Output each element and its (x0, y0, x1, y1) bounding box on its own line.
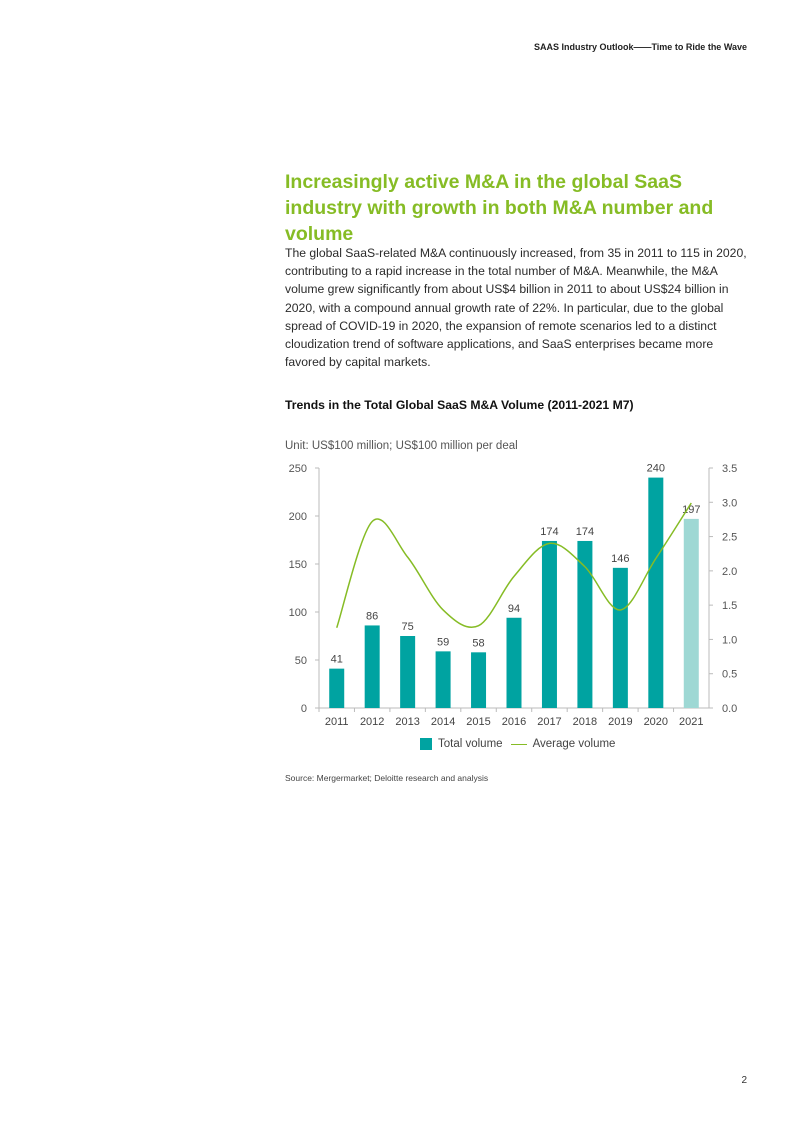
bar-data-label: 174 (540, 526, 558, 538)
x-tick-label: 2011 (325, 716, 349, 728)
bar-data-label: 197 (682, 504, 700, 516)
bar-data-label: 146 (611, 553, 629, 565)
bar (364, 625, 380, 708)
bar (541, 540, 557, 708)
section-body: The global SaaS-related M&A continuously… (285, 246, 747, 370)
right-tick-label: 2.0 (722, 566, 737, 578)
chart-legend: Total volume Average volume (420, 738, 623, 750)
x-tick-label: 2019 (608, 716, 632, 728)
section-title: Increasingly active M&A in the global Sa… (285, 171, 714, 245)
bar-data-label: 240 (647, 463, 665, 475)
bar-data-label: 59 (437, 636, 449, 648)
left-tick-label: 150 (289, 559, 307, 571)
bar-data-label: 58 (472, 637, 484, 649)
bar (471, 652, 487, 708)
x-tick-label: 2018 (573, 716, 597, 728)
right-tick-label: 3.5 (722, 463, 737, 475)
x-tick-label: 2021 (679, 716, 703, 728)
bar-data-label: 86 (366, 610, 378, 622)
bar (400, 636, 416, 708)
right-tick-label: 3.0 (722, 497, 737, 509)
legend-item-average-volume: Average volume (510, 738, 616, 750)
x-tick-label: 2017 (537, 716, 561, 728)
bar (648, 477, 664, 708)
page-number: 2 (741, 1075, 747, 1086)
bar (329, 668, 345, 708)
bar-data-label: 174 (576, 526, 594, 538)
left-tick-label: 0 (301, 703, 307, 715)
chart-title: Trends in the Total Global SaaS M&A Volu… (285, 398, 634, 412)
unit-label: Unit: US$100 million; US$100 million per… (285, 440, 518, 452)
x-tick-label: 2016 (502, 716, 526, 728)
legend-item-total-volume: Total volume (420, 738, 503, 750)
bar (577, 540, 593, 708)
running-header: SAAS Industry Outlook——Time to Ride the … (533, 42, 747, 52)
average-volume-line (336, 502, 692, 629)
right-tick-label: 1.0 (722, 634, 737, 646)
x-tick-label: 2013 (395, 716, 419, 728)
right-tick-label: 0.5 (722, 669, 737, 681)
left-tick-label: 100 (289, 607, 307, 619)
bar-data-label: 41 (331, 654, 343, 666)
legend-label-average-volume: Average volume (532, 738, 616, 750)
x-tick-label: 2012 (360, 716, 384, 728)
left-tick-label: 50 (295, 655, 307, 667)
source-note: Source: Mergermarket; Deloitte research … (285, 773, 489, 783)
legend-label-total-volume: Total volume (438, 738, 503, 750)
right-tick-label: 0.0 (722, 703, 737, 715)
bar (612, 567, 628, 708)
left-tick-label: 250 (289, 463, 307, 475)
right-tick-label: 2.5 (722, 532, 737, 544)
x-tick-label: 2014 (431, 716, 455, 728)
bar-data-label: 94 (508, 603, 520, 615)
bar (506, 617, 522, 708)
legend-swatch-bar (420, 738, 432, 750)
bar (435, 651, 451, 708)
bar-data-label: 75 (402, 621, 414, 633)
x-tick-label: 2020 (644, 716, 668, 728)
right-tick-label: 1.5 (722, 600, 737, 612)
x-tick-label: 2015 (466, 716, 490, 728)
bar (683, 518, 699, 708)
legend-swatch-line (510, 743, 527, 745)
left-tick-label: 200 (289, 511, 307, 523)
